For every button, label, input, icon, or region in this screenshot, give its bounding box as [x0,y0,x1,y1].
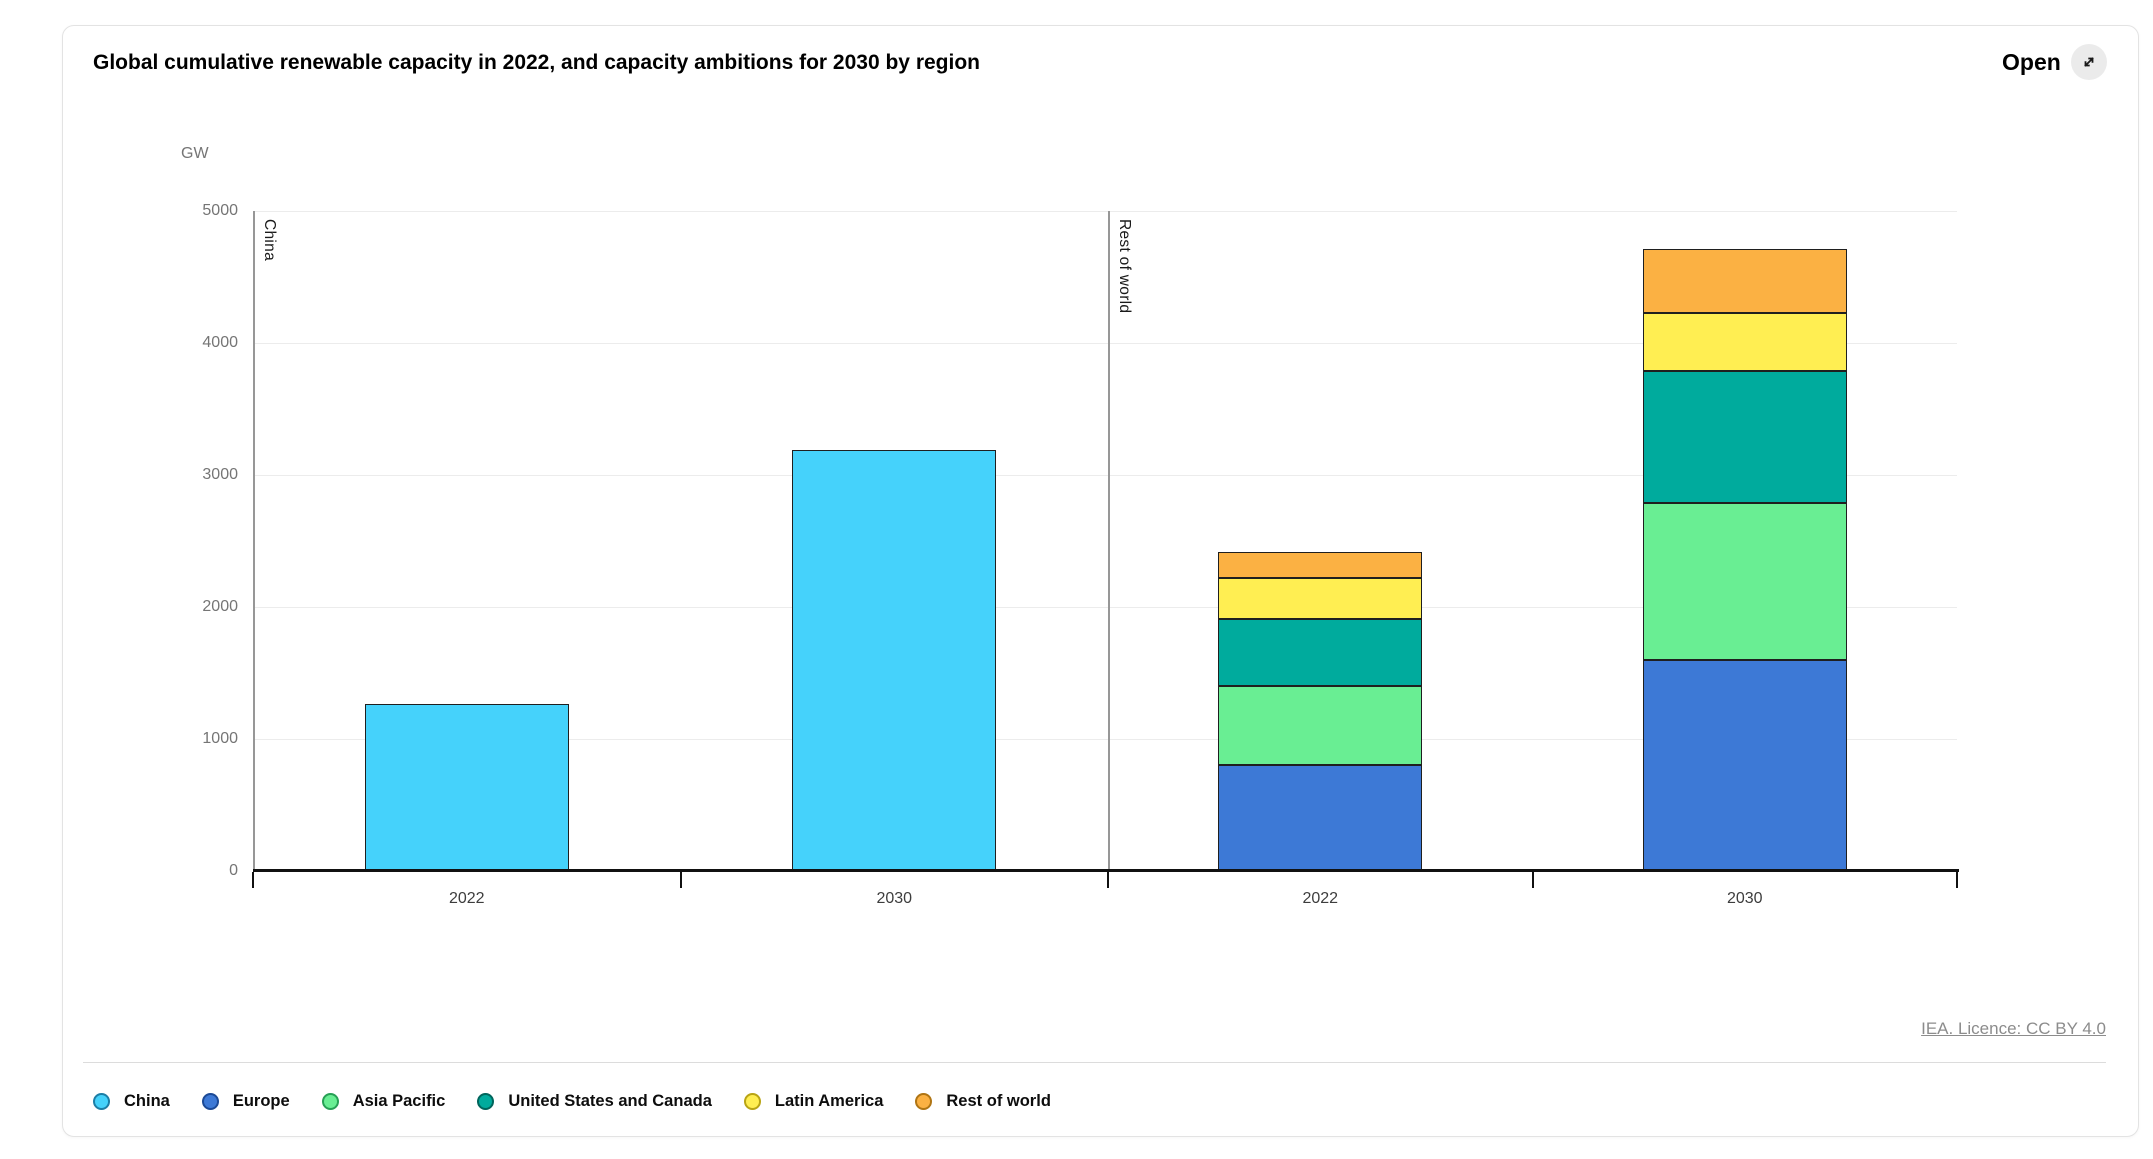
bar-segment[interactable] [1218,764,1423,871]
legend-label: Latin America [774,1092,884,1110]
bar-segment[interactable] [364,704,569,871]
legend-item[interactable]: China [93,1091,170,1111]
legend-item[interactable]: Rest of world [915,1091,1051,1111]
open-button[interactable]: Open [2002,44,2107,80]
bar-segment[interactable] [1218,685,1423,765]
licence-link[interactable]: IEA. Licence: CC BY 4.0 [1921,1019,2106,1038]
legend-swatch-icon [743,1092,761,1110]
legend-swatch-icon [93,1092,110,1110]
legend-swatch-icon [915,1092,933,1110]
footer-divider [83,1062,2106,1063]
open-button-label: Open [2002,48,2061,75]
bar-segment[interactable] [1218,577,1423,619]
chart-title: Global cumulative renewable capacity in … [93,51,980,74]
bar-segment[interactable] [1642,248,1847,313]
expand-icon [2070,44,2107,80]
legend-swatch-icon [477,1092,495,1110]
legend-label: United States and Canada [508,1092,712,1110]
legend-label: Europe [232,1092,290,1110]
legend-label: Asia Pacific [352,1092,446,1110]
legend-label: Rest of world [946,1092,1051,1110]
legend: China Europe Asia Pacific United States and… [93,1088,1051,1114]
legend-swatch-icon [321,1092,339,1110]
legend-item[interactable]: Asia Pacific [321,1091,446,1111]
bar-segment[interactable] [1642,502,1847,661]
legend-item[interactable]: Europe [201,1091,290,1111]
bar-segment[interactable] [792,449,997,871]
legend-item[interactable]: United States and Canada [477,1091,712,1111]
legend-item[interactable]: Latin America [743,1091,884,1111]
bar-segment[interactable] [1642,312,1847,371]
legend-swatch-icon [201,1092,219,1110]
bar-segment[interactable] [1642,370,1847,503]
legend-label: China [124,1092,170,1110]
bar-segment[interactable] [1218,618,1423,686]
bar-segment[interactable] [1642,660,1847,871]
bar-segment[interactable] [1218,552,1423,578]
